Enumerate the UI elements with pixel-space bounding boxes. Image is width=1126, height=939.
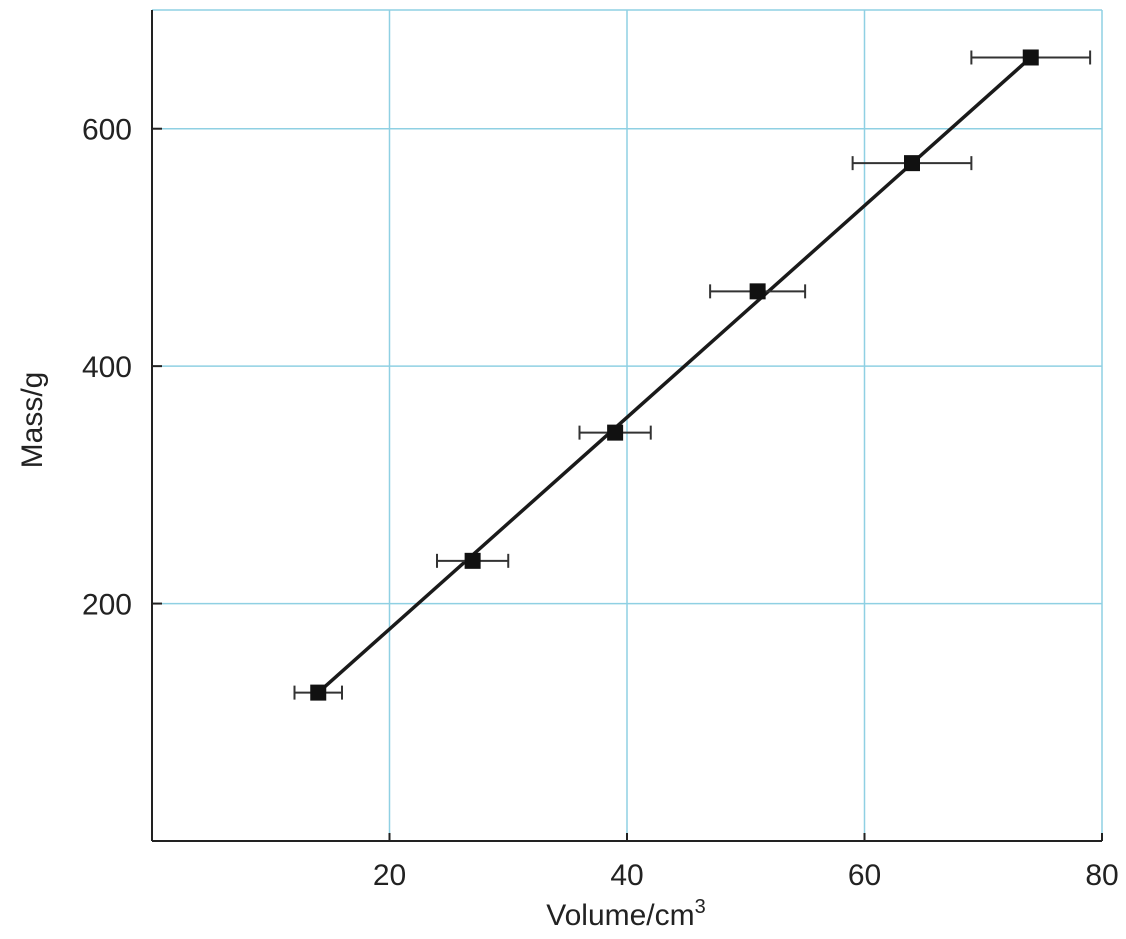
y-tick-label: 400 <box>82 351 132 384</box>
axis-titles: Volume/cm3 Mass/g <box>16 372 706 932</box>
data-point <box>607 424 624 441</box>
x-tick-label: 60 <box>848 859 881 892</box>
y-tick-label: 200 <box>82 589 132 622</box>
error-bars <box>293 50 1092 700</box>
tick-labels: 20 40 60 80 200 400 600 <box>82 114 1119 892</box>
data-point <box>1022 49 1039 66</box>
data-point <box>749 283 766 300</box>
x-tick-label: 20 <box>373 859 406 892</box>
x-axis-title-text: Volume/cm <box>546 899 694 932</box>
best-fit-line-group <box>317 56 1032 694</box>
data-points <box>310 49 1039 701</box>
best-fit-line <box>317 56 1032 694</box>
axes <box>151 10 1103 842</box>
x-axis-title-superscript: 3 <box>695 896 706 918</box>
data-point <box>464 552 481 569</box>
data-point <box>310 684 327 701</box>
y-tick-label: 600 <box>82 114 132 147</box>
x-axis-title: Volume/cm3 <box>546 896 706 932</box>
x-tick-label: 40 <box>610 859 643 892</box>
y-axis-title: Mass/g <box>16 372 49 469</box>
data-point <box>904 155 920 172</box>
grid-lines <box>152 9 1103 841</box>
x-tick-label: 80 <box>1085 859 1118 892</box>
